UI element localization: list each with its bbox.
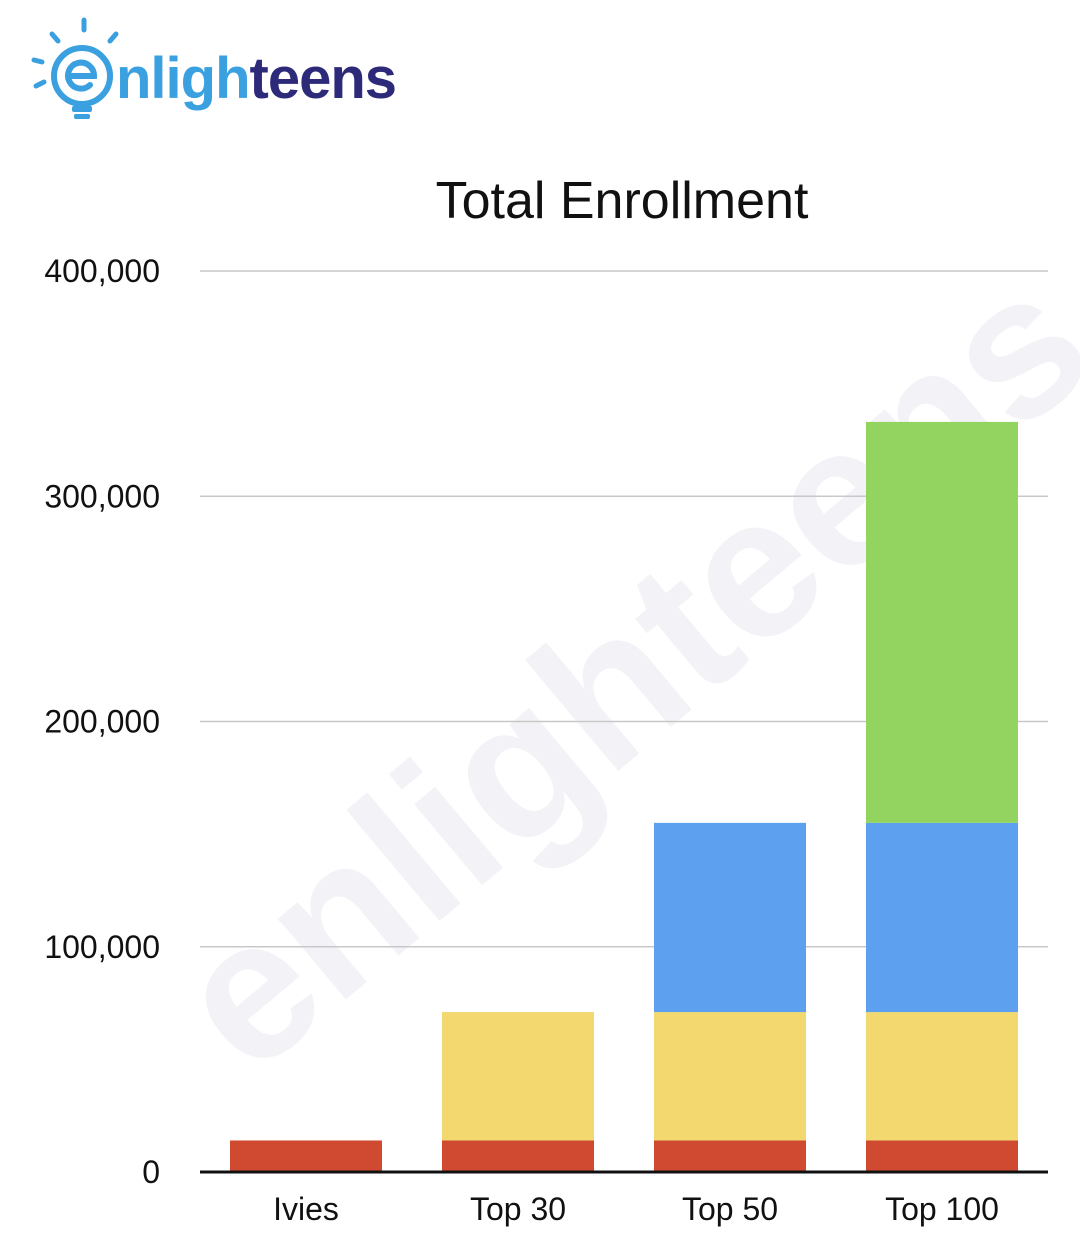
x-tick-label: Top 100 (885, 1191, 999, 1227)
x-axis: Ivies Top 30 Top 50 Top 100 (273, 1191, 999, 1227)
bar-segment (866, 1012, 1018, 1141)
logo-text: nligh (116, 46, 250, 111)
bar-segment (442, 1012, 594, 1141)
lightbulb-icon (31, 17, 119, 119)
bar-segment (230, 1140, 382, 1172)
y-tick-label: 200,000 (44, 704, 160, 740)
y-tick-label: 100,000 (44, 929, 160, 965)
bar-segment (866, 822, 1018, 1013)
x-tick-label: Top 50 (682, 1191, 778, 1227)
enlighteens-logo: nlighteens (31, 17, 397, 119)
bar-segment (654, 822, 806, 1013)
y-tick-label: 300,000 (44, 478, 160, 514)
bars (230, 421, 1018, 1172)
x-tick-label: Top 30 (470, 1191, 566, 1227)
x-tick-label: Ivies (273, 1191, 339, 1227)
bar-segment (866, 421, 1018, 823)
y-tick-label: 0 (142, 1154, 160, 1190)
chart-title: Total Enrollment (436, 172, 809, 230)
svg-text:nlighteens: nlighteens (116, 46, 396, 111)
bar-segment (866, 1140, 1018, 1172)
bar-segment (654, 1012, 806, 1141)
y-axis: 0 100,000 200,000 300,000 400,000 (44, 253, 160, 1190)
y-tick-label: 400,000 (44, 253, 160, 289)
bar-segment (442, 1140, 594, 1172)
bar-segment (654, 1140, 806, 1172)
